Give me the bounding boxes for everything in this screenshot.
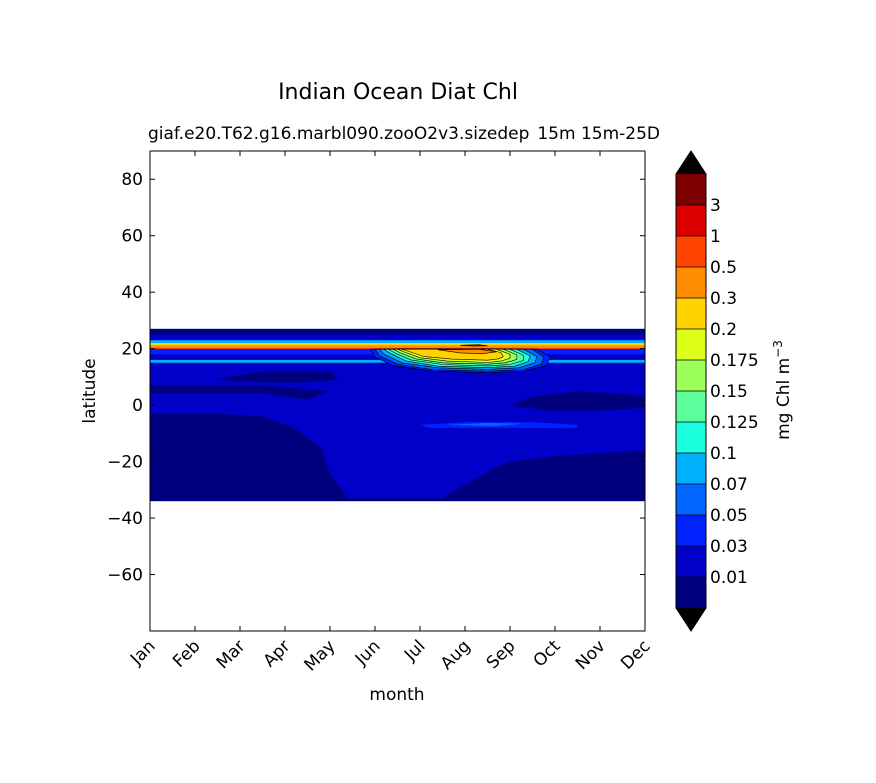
bloom-peak [460, 344, 488, 347]
colorbar-tick-label: 0.3 [710, 289, 737, 309]
region-north-low-3 [510, 391, 645, 411]
x-tick-label: Jan [126, 636, 159, 669]
x-tick-label: Sep [483, 636, 520, 673]
colorbar-over-arrow [676, 151, 706, 174]
x-tick-label: Jun [351, 636, 385, 670]
colorbar-tick-label: 0.1 [710, 444, 737, 464]
colorbar-tick-label: 0.05 [710, 506, 748, 526]
y-tick-label: −60 [107, 566, 143, 586]
strip-coastal-2 [150, 343, 645, 346]
y-tick-label: −40 [107, 509, 143, 529]
strip-north-top [150, 328, 645, 335]
x-tick-label: Mar [213, 636, 250, 673]
x-tick-label: Feb [169, 636, 204, 671]
x-tick-label: Jul [400, 636, 429, 665]
x-tick-label: Dec [617, 636, 654, 673]
colorbar-swatch [676, 577, 706, 608]
colorbar-swatch [676, 174, 706, 205]
colorbar-tick-label: 0.01 [710, 568, 748, 588]
y-tick-label: 60 [121, 227, 143, 247]
chart-subtitle-left: giaf.e20.T62.g16.marbl090.zooO2v3.sizede… [148, 124, 529, 144]
colorbar-tick-label: 1 [710, 227, 721, 247]
colorbar-swatch [676, 515, 706, 546]
colorbar-swatch [676, 298, 706, 329]
strip-coastal-3 [150, 345, 645, 349]
colorbar-tick-label: 0.15 [710, 382, 748, 402]
colorbar-tick-label: 0.03 [710, 537, 748, 557]
contour-field [150, 328, 645, 502]
colorbar-label: mg Chl m−3 [771, 340, 794, 440]
x-axis-label: month [369, 685, 424, 705]
colorbar-tick-label: 0.125 [710, 413, 759, 433]
colorbar-swatch [676, 453, 706, 484]
bloom-level-9 [437, 348, 497, 355]
region-equatorial-inner [447, 422, 524, 427]
colorbar-tick-label: 0.5 [710, 258, 737, 278]
strip-north-2 [150, 334, 645, 341]
x-tick-label: May [301, 636, 340, 675]
region-south-low [150, 413, 645, 502]
colorbar-swatch [676, 205, 706, 236]
colorbar-outline [675, 150, 707, 632]
colorbar-label-exponent: −3 [771, 340, 785, 358]
colorbar-swatch [676, 484, 706, 515]
colorbar-under-arrow [676, 608, 706, 631]
colorbar-swatch [676, 422, 706, 453]
chart-subtitle-right: 15m 15m-25D [537, 124, 660, 144]
y-axis: 80 60 40 20 0 −20 −40 −60 [107, 170, 645, 586]
y-tick-label: −20 [107, 453, 143, 473]
y-tick-label: 80 [121, 170, 143, 190]
colorbar-tick-label: 0.07 [710, 475, 748, 495]
colorbar-tick-label: 0.2 [710, 320, 737, 340]
chart-title: Indian Ocean Diat Chl [278, 80, 518, 105]
region-north-low-1 [150, 385, 330, 400]
colorbar-swatch [676, 329, 706, 360]
colorbar-swatch [676, 236, 706, 267]
x-tick-label: Apr [260, 636, 295, 671]
plot-frame [149, 150, 646, 632]
y-tick-label: 20 [121, 340, 143, 360]
x-tick-label: Aug [437, 636, 475, 674]
colorbar-swatch [676, 267, 706, 298]
colorbar-swatch [676, 391, 706, 422]
colorbar: 0.01 0.03 0.05 0.07 0.1 0.125 0.15 0.175 0.2 0.3 0… [675, 150, 759, 632]
x-tick-label: Oct [530, 636, 565, 671]
colorbar-swatch [676, 360, 706, 391]
colorbar-swatch [676, 546, 706, 577]
y-tick-label: 40 [121, 283, 143, 303]
colorbar-tick-label: 3 [710, 196, 721, 216]
colorbar-tick-label: 0.175 [710, 351, 759, 371]
region-south-mid [330, 464, 492, 499]
x-tick-label: Nov [572, 636, 610, 674]
y-axis-label: latitude [80, 358, 100, 423]
strip-coastal-4 [150, 348, 645, 350]
y-tick-label: 0 [132, 396, 143, 416]
region-north-low-2 [213, 371, 339, 383]
plot-area [150, 151, 645, 631]
strip-coastal-1 [150, 340, 645, 343]
